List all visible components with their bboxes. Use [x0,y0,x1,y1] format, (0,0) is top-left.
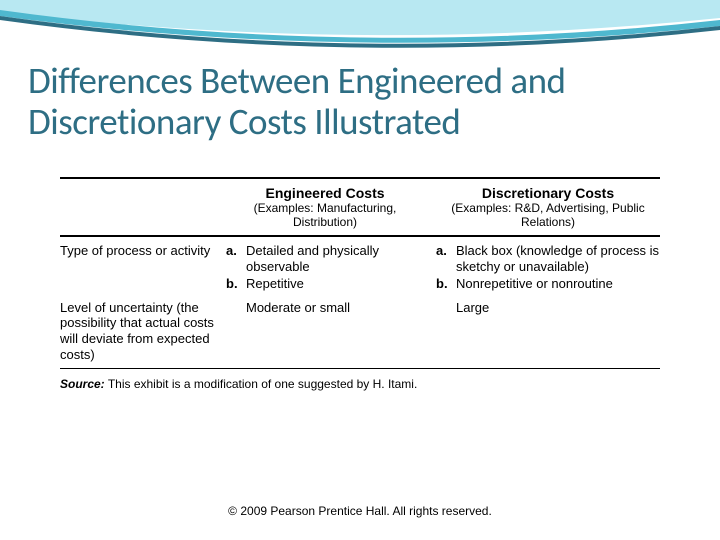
bullet-id: a. [436,243,450,276]
header-engineered-examples: (Examples: Manufacturing, Distribution) [226,201,424,229]
header-blank [60,181,220,233]
copyright-footer: © 2009 Pearson Prentice Hall. All rights… [0,504,720,518]
table-source: Source: This exhibit is a modification o… [60,377,660,391]
bullet-text: Black box (knowledge of process is sketc… [456,243,660,276]
bullet-text: Nonrepetitive or nonroutine [456,276,613,292]
row-label: Level of uncertainty (the possibility th… [60,296,220,366]
header-swoosh [0,0,720,65]
bullet-id [226,300,240,316]
header-discretionary-title: Discretionary Costs [436,185,660,201]
bullet-text: Repetitive [246,276,304,292]
bullet-id: b. [436,276,450,292]
table-header: Engineered Costs (Examples: Manufacturin… [60,181,660,233]
bullet-id: a. [226,243,240,276]
header-discretionary-examples: (Examples: R&D, Advertising, Public Rela… [436,201,660,229]
header-discretionary: Discretionary Costs (Examples: R&D, Adve… [430,181,660,233]
header-engineered-title: Engineered Costs [226,185,424,201]
header-engineered: Engineered Costs (Examples: Manufacturin… [220,181,430,233]
row-label: Type of process or activity [60,239,220,296]
bullet-text: Detailed and physically observable [246,243,424,276]
bullet-id [436,300,450,316]
row-discretionary-cell: a. Black box (knowledge of process is sk… [430,239,660,296]
table-row: Type of process or activity a. Detailed … [60,239,660,296]
table-row: Level of uncertainty (the possibility th… [60,296,660,366]
source-label: Source: [60,377,105,391]
bullet-text: Moderate or small [246,300,350,316]
bullet-text: Large [456,300,489,316]
row-engineered-cell: Moderate or small [220,296,430,366]
bullet-id: b. [226,276,240,292]
row-engineered-cell: a. Detailed and physically observable b.… [220,239,430,296]
slide-title: Differences Between Engineered and Discr… [28,60,692,143]
row-discretionary-cell: Large [430,296,660,366]
source-text: This exhibit is a modification of one su… [108,377,418,391]
comparison-table: Engineered Costs (Examples: Manufacturin… [60,175,660,391]
